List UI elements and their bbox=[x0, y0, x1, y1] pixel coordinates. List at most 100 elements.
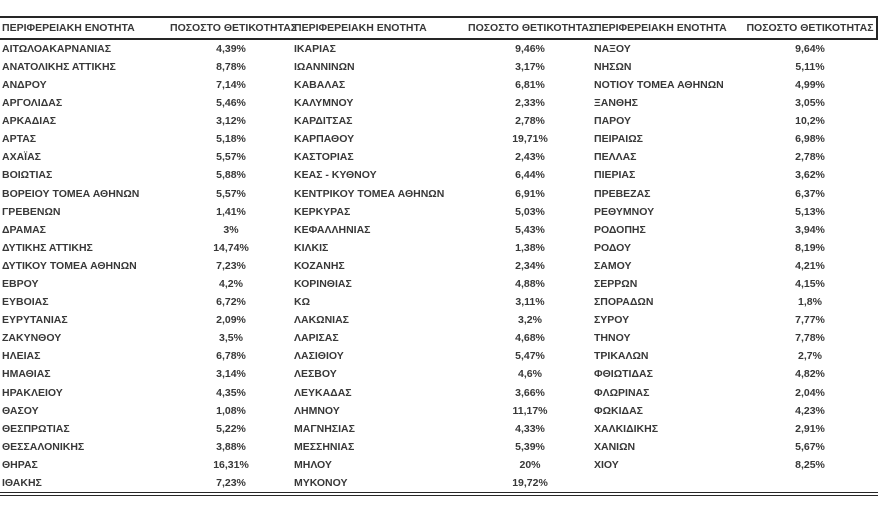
region-cell: ΑΝΔΡΟΥ bbox=[2, 78, 47, 91]
table-row: ΑΧΑΪΑΣ 5,57% ΚΑΣΤΟΡΙΑΣ 2,43% ΠΕΛΛΑΣ 2,78% bbox=[0, 149, 878, 167]
rate-cell: 5,67% bbox=[795, 440, 825, 453]
table-row: ΔΡΑΜΑΣ 3% ΚΕΦΑΛΛΗΝΙΑΣ 5,43% ΡΟΔΟΠΗΣ 3,94% bbox=[0, 221, 878, 239]
rate-cell: 1,41% bbox=[216, 205, 246, 218]
region-cell: ΘΗΡΑΣ bbox=[2, 458, 38, 471]
table-row: ΗΜΑΘΙΑΣ 3,14% ΛΕΣΒΟΥ 4,6% ΦΘΙΩΤΙΔΑΣ 4,82% bbox=[0, 366, 878, 384]
rate-cell: 2,91% bbox=[795, 422, 825, 435]
rate-cell: 11,17% bbox=[512, 404, 548, 417]
region-cell: ΠΡΕΒΕΖΑΣ bbox=[594, 187, 651, 200]
region-cell: ΣΠΟΡΑΔΩΝ bbox=[594, 296, 654, 309]
rate-cell: 4,15% bbox=[795, 278, 825, 291]
region-cell: ΑΙΤΩΛΟΑΚΑΡΝΑΝΙΑΣ bbox=[2, 42, 112, 55]
table-row: ΕΥΒΟΙΑΣ 6,72% ΚΩ 3,11% ΣΠΟΡΑΔΩΝ 1,8% bbox=[0, 293, 878, 311]
table-row: ΓΡΕΒΕΝΩΝ 1,41% ΚΕΡΚΥΡΑΣ 5,03% ΡΕΘΥΜΝΟΥ 5,13% bbox=[0, 203, 878, 221]
region-cell: ΙΩΑΝΝΙΝΩΝ bbox=[294, 60, 355, 73]
rate-cell: 6,78% bbox=[216, 350, 246, 363]
header-region-1: ΠΕΡΙΦΕΡΕΙΑΚΗ ΕΝΟΤΗΤΑ bbox=[2, 21, 135, 34]
rate-cell: 2,7% bbox=[798, 350, 822, 363]
rate-cell: 7,78% bbox=[795, 332, 825, 345]
table-row: ΘΑΣΟΥ 1,08% ΛΗΜΝΟΥ 11,17% ΦΩΚΙΔΑΣ 4,23% bbox=[0, 402, 878, 420]
rate-cell: 3,12% bbox=[216, 115, 246, 128]
region-cell: ΚΑΡΠΑΘΟΥ bbox=[294, 133, 355, 146]
rate-cell: 2,78% bbox=[795, 151, 825, 164]
region-cell: ΜΥΚΟΝΟΥ bbox=[294, 477, 348, 490]
region-cell: ΚΑΣΤΟΡΙΑΣ bbox=[294, 151, 354, 164]
header-region-3: ΠΕΡΙΦΕΡΕΙΑΚΗ ΕΝΟΤΗΤΑ bbox=[594, 21, 727, 34]
region-cell: ΣΑΜΟΥ bbox=[594, 259, 632, 272]
region-cell: ΦΛΩΡΙΝΑΣ bbox=[594, 386, 650, 399]
rate-cell: 7,14% bbox=[216, 78, 246, 91]
table-header-row: ΠΕΡΙΦΕΡΕΙΑΚΗ ΕΝΟΤΗΤΑ ΠΟΣΟΣΤΟ ΘΕΤΙΚΟΤΗΤΑΣ… bbox=[0, 18, 878, 40]
region-cell: ΚΙΛΚΙΣ bbox=[294, 241, 329, 254]
table-body: ΑΙΤΩΛΟΑΚΑΡΝΑΝΙΑΣ 4,39% ΙΚΑΡΙΑΣ 9,46% ΝΑΞΟΥ 9,… bbox=[0, 40, 878, 492]
rate-cell: 3,14% bbox=[216, 368, 246, 381]
rate-cell: 3,66% bbox=[515, 386, 545, 399]
region-cell: ΓΡΕΒΕΝΩΝ bbox=[2, 205, 61, 218]
rate-cell: 16,31% bbox=[213, 458, 249, 471]
region-cell: ΛΕΣΒΟΥ bbox=[294, 368, 337, 381]
region-cell: ΦΩΚΙΔΑΣ bbox=[594, 404, 643, 417]
region-cell: ΕΒΡΟΥ bbox=[2, 278, 39, 291]
table-row: ΖΑΚΥΝΘΟΥ 3,5% ΛΑΡΙΣΑΣ 4,68% ΤΗΝΟΥ 7,78% bbox=[0, 330, 878, 348]
rate-cell: 3,17% bbox=[515, 60, 545, 73]
region-cell: ΚΕΡΚΥΡΑΣ bbox=[294, 205, 351, 218]
region-cell: ΡΕΘΥΜΝΟΥ bbox=[594, 205, 655, 218]
region-cell: ΑΡΚΑΔΙΑΣ bbox=[2, 115, 57, 128]
table-row: ΔΥΤΙΚΟΥ ΤΟΜΕΑ ΑΘΗΝΩΝ 7,23% ΚΟΖΑΝΗΣ 2,34% ΣΑΜ… bbox=[0, 257, 878, 275]
table-row: ΕΥΡΥΤΑΝΙΑΣ 2,09% ΛΑΚΩΝΙΑΣ 3,2% ΣΥΡΟΥ 7,77% bbox=[0, 311, 878, 329]
rate-cell: 3,88% bbox=[216, 440, 246, 453]
region-cell: ΦΘΙΩΤΙΔΑΣ bbox=[594, 368, 653, 381]
region-cell: ΜΑΓΝΗΣΙΑΣ bbox=[294, 422, 355, 435]
rate-cell: 6,91% bbox=[515, 187, 545, 200]
rate-cell: 4,21% bbox=[795, 259, 825, 272]
table-row: ΑΡΤΑΣ 5,18% ΚΑΡΠΑΘΟΥ 19,71% ΠΕΙΡΑΙΩΣ 6,98% bbox=[0, 130, 878, 148]
table-row: ΔΥΤΙΚΗΣ ΑΤΤΙΚΗΣ 14,74% ΚΙΛΚΙΣ 1,38% ΡΟΔΟΥ 8,1… bbox=[0, 239, 878, 257]
rate-cell: 5,46% bbox=[216, 97, 246, 110]
region-cell: ΛΕΥΚΑΔΑΣ bbox=[294, 386, 352, 399]
rate-cell: 6,81% bbox=[515, 78, 545, 91]
region-cell: ΘΕΣΠΡΩΤΙΑΣ bbox=[2, 422, 70, 435]
region-cell: ΔΥΤΙΚΟΥ ΤΟΜΕΑ ΑΘΗΝΩΝ bbox=[2, 259, 137, 272]
region-cell: ΗΜΑΘΙΑΣ bbox=[2, 368, 51, 381]
region-cell: ΜΗΛΟΥ bbox=[294, 458, 332, 471]
rate-cell: 6,37% bbox=[795, 187, 825, 200]
region-cell: ΚΕΦΑΛΛΗΝΙΑΣ bbox=[294, 223, 371, 236]
rate-cell: 5,57% bbox=[216, 187, 246, 200]
positivity-rate-table: ΠΕΡΙΦΕΡΕΙΑΚΗ ΕΝΟΤΗΤΑ ΠΟΣΟΣΤΟ ΘΕΤΙΚΟΤΗΤΑΣ… bbox=[0, 16, 878, 497]
rate-cell: 2,78% bbox=[515, 115, 545, 128]
rate-cell: 3,62% bbox=[795, 169, 825, 182]
region-cell: ΚΟΖΑΝΗΣ bbox=[294, 259, 345, 272]
rate-cell: 3,05% bbox=[795, 97, 825, 110]
rate-cell: 6,72% bbox=[216, 296, 246, 309]
region-cell: ΡΟΔΟΥ bbox=[594, 241, 632, 254]
region-cell: ΛΗΜΝΟΥ bbox=[294, 404, 340, 417]
region-cell: ΠΕΙΡΑΙΩΣ bbox=[594, 133, 643, 146]
rate-cell: 9,64% bbox=[795, 42, 825, 55]
rate-cell: 4,88% bbox=[515, 278, 545, 291]
rate-cell: 4,68% bbox=[515, 332, 545, 345]
region-cell: ΚΑΛΥΜΝΟΥ bbox=[294, 97, 354, 110]
region-cell: ΤΗΝΟΥ bbox=[594, 332, 631, 345]
rate-cell: 3,2% bbox=[518, 314, 542, 327]
table-row: ΗΛΕΙΑΣ 6,78% ΛΑΣΙΘΙΟΥ 5,47% ΤΡΙΚΑΛΩΝ 2,7% bbox=[0, 348, 878, 366]
rate-cell: 20% bbox=[519, 458, 541, 471]
rate-cell: 5,88% bbox=[216, 169, 246, 182]
region-cell: ΚΩ bbox=[294, 296, 311, 309]
rate-cell: 4,6% bbox=[518, 368, 542, 381]
region-cell: ΚΟΡΙΝΘΙΑΣ bbox=[294, 278, 352, 291]
region-cell: ΗΡΑΚΛΕΙΟΥ bbox=[2, 386, 63, 399]
rate-cell: 2,34% bbox=[515, 259, 545, 272]
region-cell: ΝΑΞΟΥ bbox=[594, 42, 631, 55]
table-row: ΘΗΡΑΣ 16,31% ΜΗΛΟΥ 20% ΧΙΟΥ 8,25% bbox=[0, 456, 878, 474]
rate-cell: 4,33% bbox=[515, 422, 545, 435]
rate-cell: 5,47% bbox=[515, 350, 545, 363]
rate-cell: 2,43% bbox=[515, 151, 545, 164]
region-cell: ΧΑΝΙΩΝ bbox=[594, 440, 636, 453]
region-cell: ΠΕΛΛΑΣ bbox=[594, 151, 637, 164]
region-cell: ΠΑΡΟΥ bbox=[594, 115, 632, 128]
region-cell: ΝΗΣΩΝ bbox=[594, 60, 632, 73]
rate-cell: 1,38% bbox=[515, 241, 545, 254]
rate-cell: 6,98% bbox=[795, 133, 825, 146]
rate-cell: 1,8% bbox=[798, 296, 822, 309]
rate-cell: 5,57% bbox=[216, 151, 246, 164]
